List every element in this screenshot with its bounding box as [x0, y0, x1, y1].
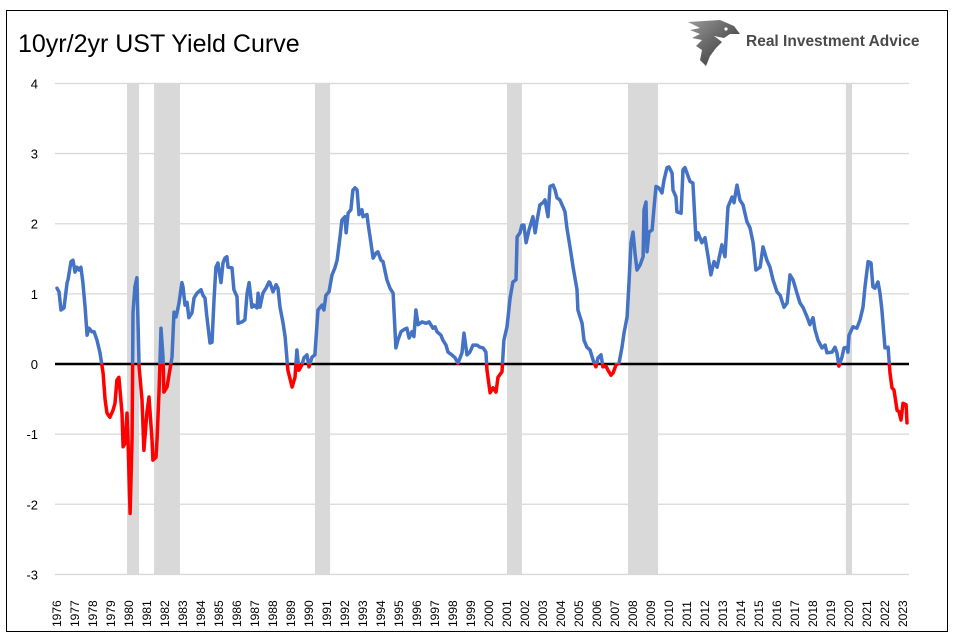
x-tick-label: 1988 [266, 600, 280, 627]
x-tick-label: 1989 [284, 600, 298, 627]
x-tick-label: 2020 [842, 600, 856, 627]
recession-band [627, 83, 659, 575]
x-tick-label: 2022 [878, 600, 892, 627]
y-axis: 4 3 2 1 0 -1 -2 -3 [26, 76, 38, 582]
y-tick-label: 2 [31, 217, 38, 232]
x-tick-label: 1999 [464, 600, 478, 627]
x-tick-label: 2011 [680, 601, 694, 627]
y-tick-label: -1 [26, 427, 38, 442]
x-tick-label: 1994 [374, 600, 388, 627]
x-axis: 1976 1977 1978 1979 1980 1981 1982 1983 1984 1985… [50, 600, 910, 627]
x-tick-label: 1976 [50, 600, 64, 627]
eagle-logo-icon [688, 20, 740, 66]
chart-title: 10yr/2yr UST Yield Curve [18, 30, 300, 58]
brand-logo: Real Investment Advice [684, 16, 946, 68]
recession-band [154, 83, 180, 575]
x-tick-label: 2008 [626, 600, 640, 627]
y-tick-label: 1 [31, 287, 38, 302]
gridlines [55, 82, 909, 576]
x-tick-label: 2021 [860, 600, 874, 627]
x-tick-label: 2010 [662, 600, 676, 627]
x-tick-label: 2015 [752, 600, 766, 627]
x-tick-label: 1978 [86, 600, 100, 627]
x-tick-label: 1992 [338, 600, 352, 627]
x-tick-label: 1987 [248, 600, 262, 627]
x-tick-label: 2016 [770, 600, 784, 627]
recession-band [845, 83, 853, 575]
x-tick-label: 2006 [590, 600, 604, 627]
x-tick-label: 2002 [518, 600, 532, 627]
x-tick-label: 1985 [212, 600, 226, 627]
x-tick-label: 1983 [176, 600, 190, 627]
x-tick-label: 2009 [644, 600, 658, 627]
x-tick-label: 1996 [410, 600, 424, 627]
x-tick-label: 2000 [482, 600, 496, 627]
x-tick-label: 1979 [104, 600, 118, 627]
y-tick-label: 0 [31, 357, 38, 372]
x-tick-label: 2018 [806, 600, 820, 627]
x-tick-label: 1984 [194, 600, 208, 627]
x-tick-label: 1991 [320, 600, 334, 627]
x-tick-label: 2004 [554, 600, 568, 627]
x-tick-label: 2012 [698, 600, 712, 627]
x-tick-label: 2003 [536, 600, 550, 627]
x-tick-label: 2017 [788, 600, 802, 627]
x-tick-label: 1990 [302, 600, 316, 627]
x-tick-label: 1981 [140, 600, 154, 627]
series-line-inverted [99, 364, 909, 516]
x-tick-label: 1995 [392, 600, 406, 627]
x-tick-label: 1986 [230, 600, 244, 627]
recession-band [314, 83, 331, 575]
x-tick-label: 1998 [446, 600, 460, 627]
x-tick-label: 1997 [428, 600, 442, 627]
y-tick-label: 3 [31, 147, 38, 162]
x-tick-label: 2014 [734, 600, 748, 627]
series-line-positive [55, 165, 892, 364]
recession-bands [127, 83, 853, 575]
logo-text: Real Investment Advice [746, 33, 920, 50]
x-tick-label: 2007 [608, 600, 622, 627]
x-tick-label: 2005 [572, 600, 586, 627]
x-tick-label: 2013 [716, 600, 730, 627]
y-tick-label: -3 [26, 567, 38, 582]
y-tick-label: -2 [26, 497, 38, 512]
recession-band [507, 83, 522, 575]
chart-frame [6, 10, 948, 632]
x-tick-label: 2001 [500, 600, 514, 627]
x-tick-label: 1993 [356, 600, 370, 627]
x-tick-label: 1980 [122, 600, 136, 627]
x-tick-label: 1977 [68, 600, 82, 627]
x-tick-label: 2023 [896, 600, 910, 627]
x-tick-label: 1982 [158, 600, 172, 627]
x-tick-label: 2019 [824, 600, 838, 627]
y-tick-label: 4 [31, 76, 38, 91]
